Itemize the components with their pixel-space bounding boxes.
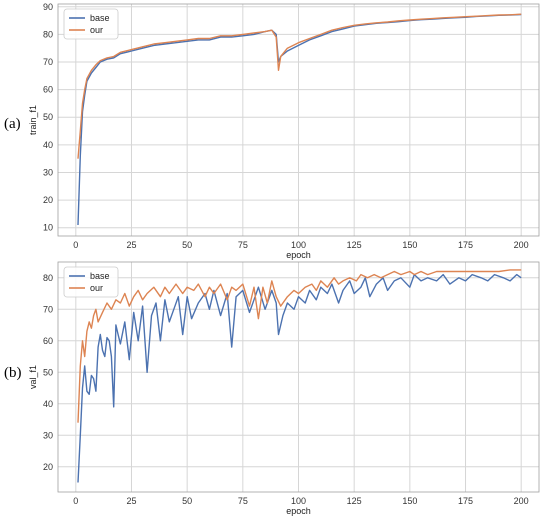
x-axis-label: epoch [286, 506, 311, 516]
legend: base our [63, 266, 119, 298]
y-tick-label: 40 [43, 140, 53, 150]
x-tick-label: 125 [347, 240, 362, 250]
x-tick-label: 175 [458, 496, 473, 506]
y-tick-label: 50 [43, 367, 53, 377]
x-tick-label: 75 [238, 240, 248, 250]
x-tick-label: 50 [182, 240, 192, 250]
chart-panel-b: 0 25 50 75 100 125 150 175 200 20 30 40 50 60 70 80 epoc… [28, 261, 540, 516]
series-line-our [77, 13, 522, 159]
y-tick-label: 50 [43, 112, 53, 122]
y-tick-label: 70 [43, 304, 53, 314]
y-tick-label: 60 [43, 336, 53, 346]
x-tick-label: 200 [514, 240, 529, 250]
y-tick-label: 90 [43, 2, 53, 12]
x-tick-label: 100 [291, 240, 306, 250]
y-tick-label: 80 [43, 273, 53, 283]
legend: base our [63, 8, 119, 40]
y-tick-label: 30 [43, 430, 53, 440]
x-tick-label: 25 [126, 496, 136, 506]
x-tick-label: 175 [458, 240, 473, 250]
y-tick-label: 80 [43, 29, 53, 39]
panel-label-b: (b) [4, 365, 22, 381]
x-tick-label: 200 [514, 496, 529, 506]
legend-label-our: our [90, 25, 103, 35]
plot-frame [57, 261, 540, 493]
plot-frame [57, 3, 540, 237]
legend-label-base: base [90, 13, 110, 23]
y-tick-label: 30 [43, 167, 53, 177]
x-tick-label: 0 [73, 496, 78, 506]
panel-label-a: (a) [4, 116, 21, 132]
x-tick-label: 150 [402, 496, 417, 506]
legend-box [63, 8, 119, 40]
x-tick-label: 25 [126, 240, 136, 250]
y-tick-label: 20 [43, 462, 53, 472]
legend-label-base: base [90, 271, 110, 281]
legend-label-our: our [90, 283, 103, 293]
y-tick-label: 40 [43, 399, 53, 409]
x-tick-label: 0 [73, 240, 78, 250]
x-tick-label: 100 [291, 496, 306, 506]
x-tick-label: 50 [182, 496, 192, 506]
x-tick-label: 150 [402, 240, 417, 250]
y-axis-label: train_f1 [28, 105, 38, 135]
y-tick-label: 20 [43, 195, 53, 205]
chart-panel-a: 0 25 50 75 100 125 150 175 200 10 20 30 40 50 60 70 80 90… [28, 2, 540, 260]
series-line-our [77, 269, 522, 423]
legend-box [63, 266, 119, 298]
x-tick-label: 125 [347, 496, 362, 506]
x-tick-label: 75 [238, 496, 248, 506]
y-axis-label: val_f1 [28, 365, 38, 389]
x-axis-label: epoch [286, 250, 311, 260]
y-tick-label: 10 [43, 223, 53, 233]
y-tick-label: 60 [43, 85, 53, 95]
y-tick-label: 70 [43, 57, 53, 67]
